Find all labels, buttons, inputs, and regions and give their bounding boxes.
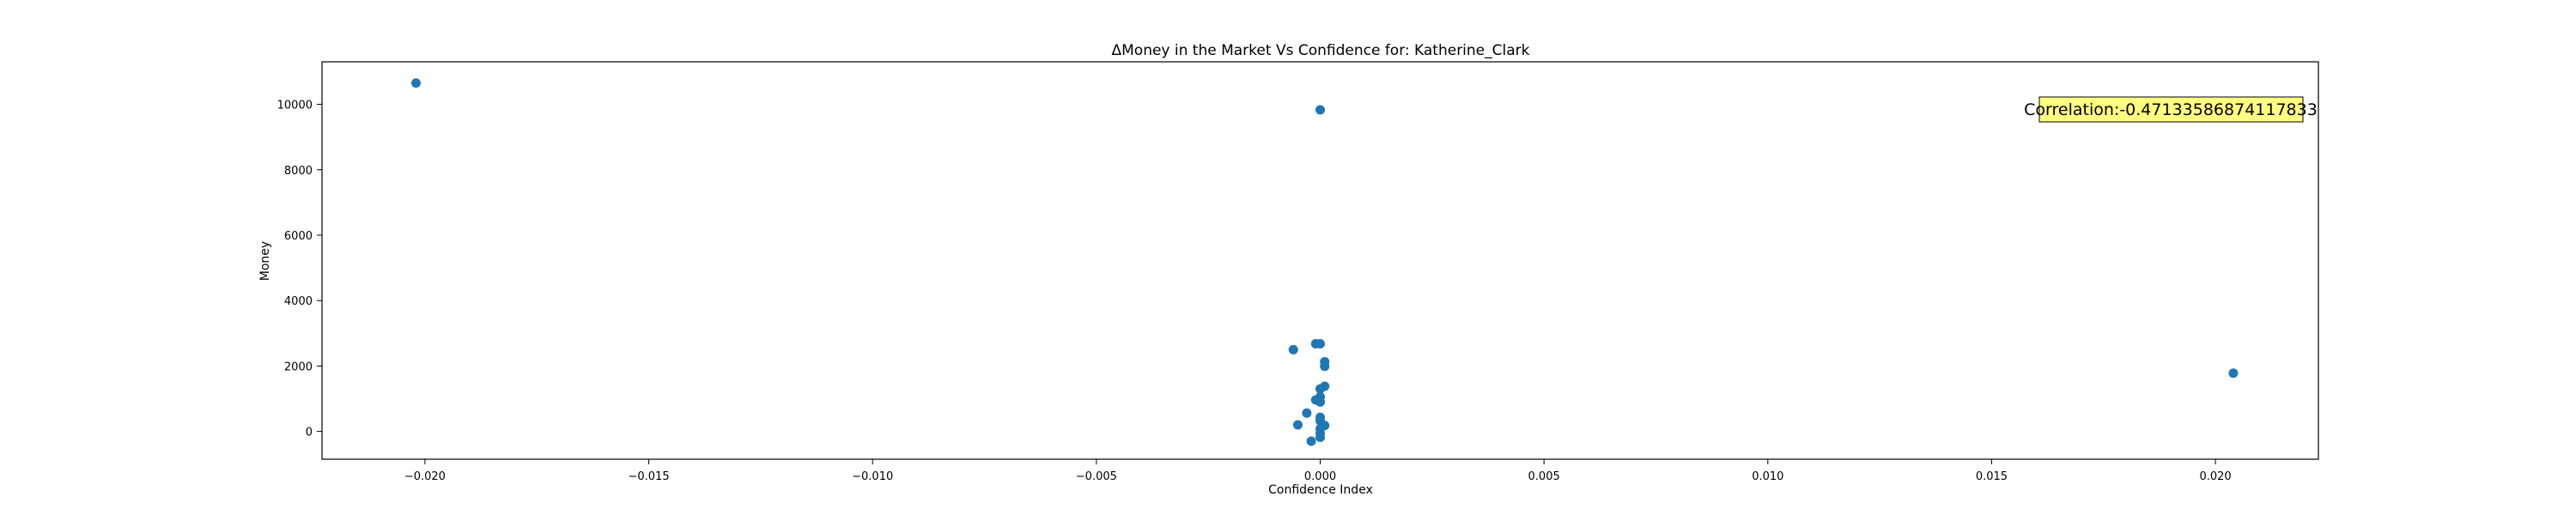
x-tick-label: 0.005 [1528, 470, 1560, 483]
x-tick-label: −0.020 [404, 470, 446, 483]
x-tick-label: 0.020 [2199, 470, 2231, 483]
x-tick-label: −0.005 [1076, 470, 1117, 483]
x-axis-label: Confidence Index [1268, 483, 1373, 497]
x-tick-label: 0.015 [1976, 470, 2008, 483]
data-point [1292, 420, 1303, 430]
data-points [410, 78, 2239, 446]
data-point [1315, 384, 1325, 394]
data-point [2228, 368, 2239, 379]
y-tick-label: 10000 [277, 100, 313, 112]
y-axis-label: Money [258, 241, 272, 281]
correlation-box [2038, 96, 2304, 123]
data-point [1315, 432, 1325, 442]
correlation-annotation: Correlation:-0.47133586874117833 [2024, 96, 2318, 123]
chart-title: ΔMoney in the Market Vs Confidence for: … [1112, 42, 1530, 59]
x-tick-label: 0.010 [1752, 470, 1783, 483]
y-tick-label: 8000 [284, 165, 313, 178]
data-point [1315, 105, 1325, 115]
data-point [1302, 408, 1312, 418]
data-point [1320, 361, 1330, 372]
data-point [1288, 344, 1298, 354]
correlation-text: Correlation:-0.47133586874117833 [2024, 100, 2318, 119]
x-tick-label: −0.015 [628, 470, 669, 483]
x-tick-label: 0.000 [1304, 470, 1336, 483]
x-axis: −0.020 −0.015 −0.010 −0.005 0.000 0.005 0.010 0… [404, 459, 2232, 483]
data-point [1315, 338, 1325, 348]
data-point [410, 78, 421, 88]
y-tick-label: 0 [306, 427, 313, 439]
y-tick-label: 6000 [284, 230, 313, 243]
y-tick-label: 4000 [284, 295, 313, 308]
data-point [1306, 436, 1316, 446]
y-tick-label: 2000 [284, 360, 313, 373]
x-tick-label: −0.010 [852, 470, 893, 483]
y-axis: 0 2000 4000 6000 8000 10000 [277, 100, 322, 439]
data-point [1315, 397, 1325, 407]
